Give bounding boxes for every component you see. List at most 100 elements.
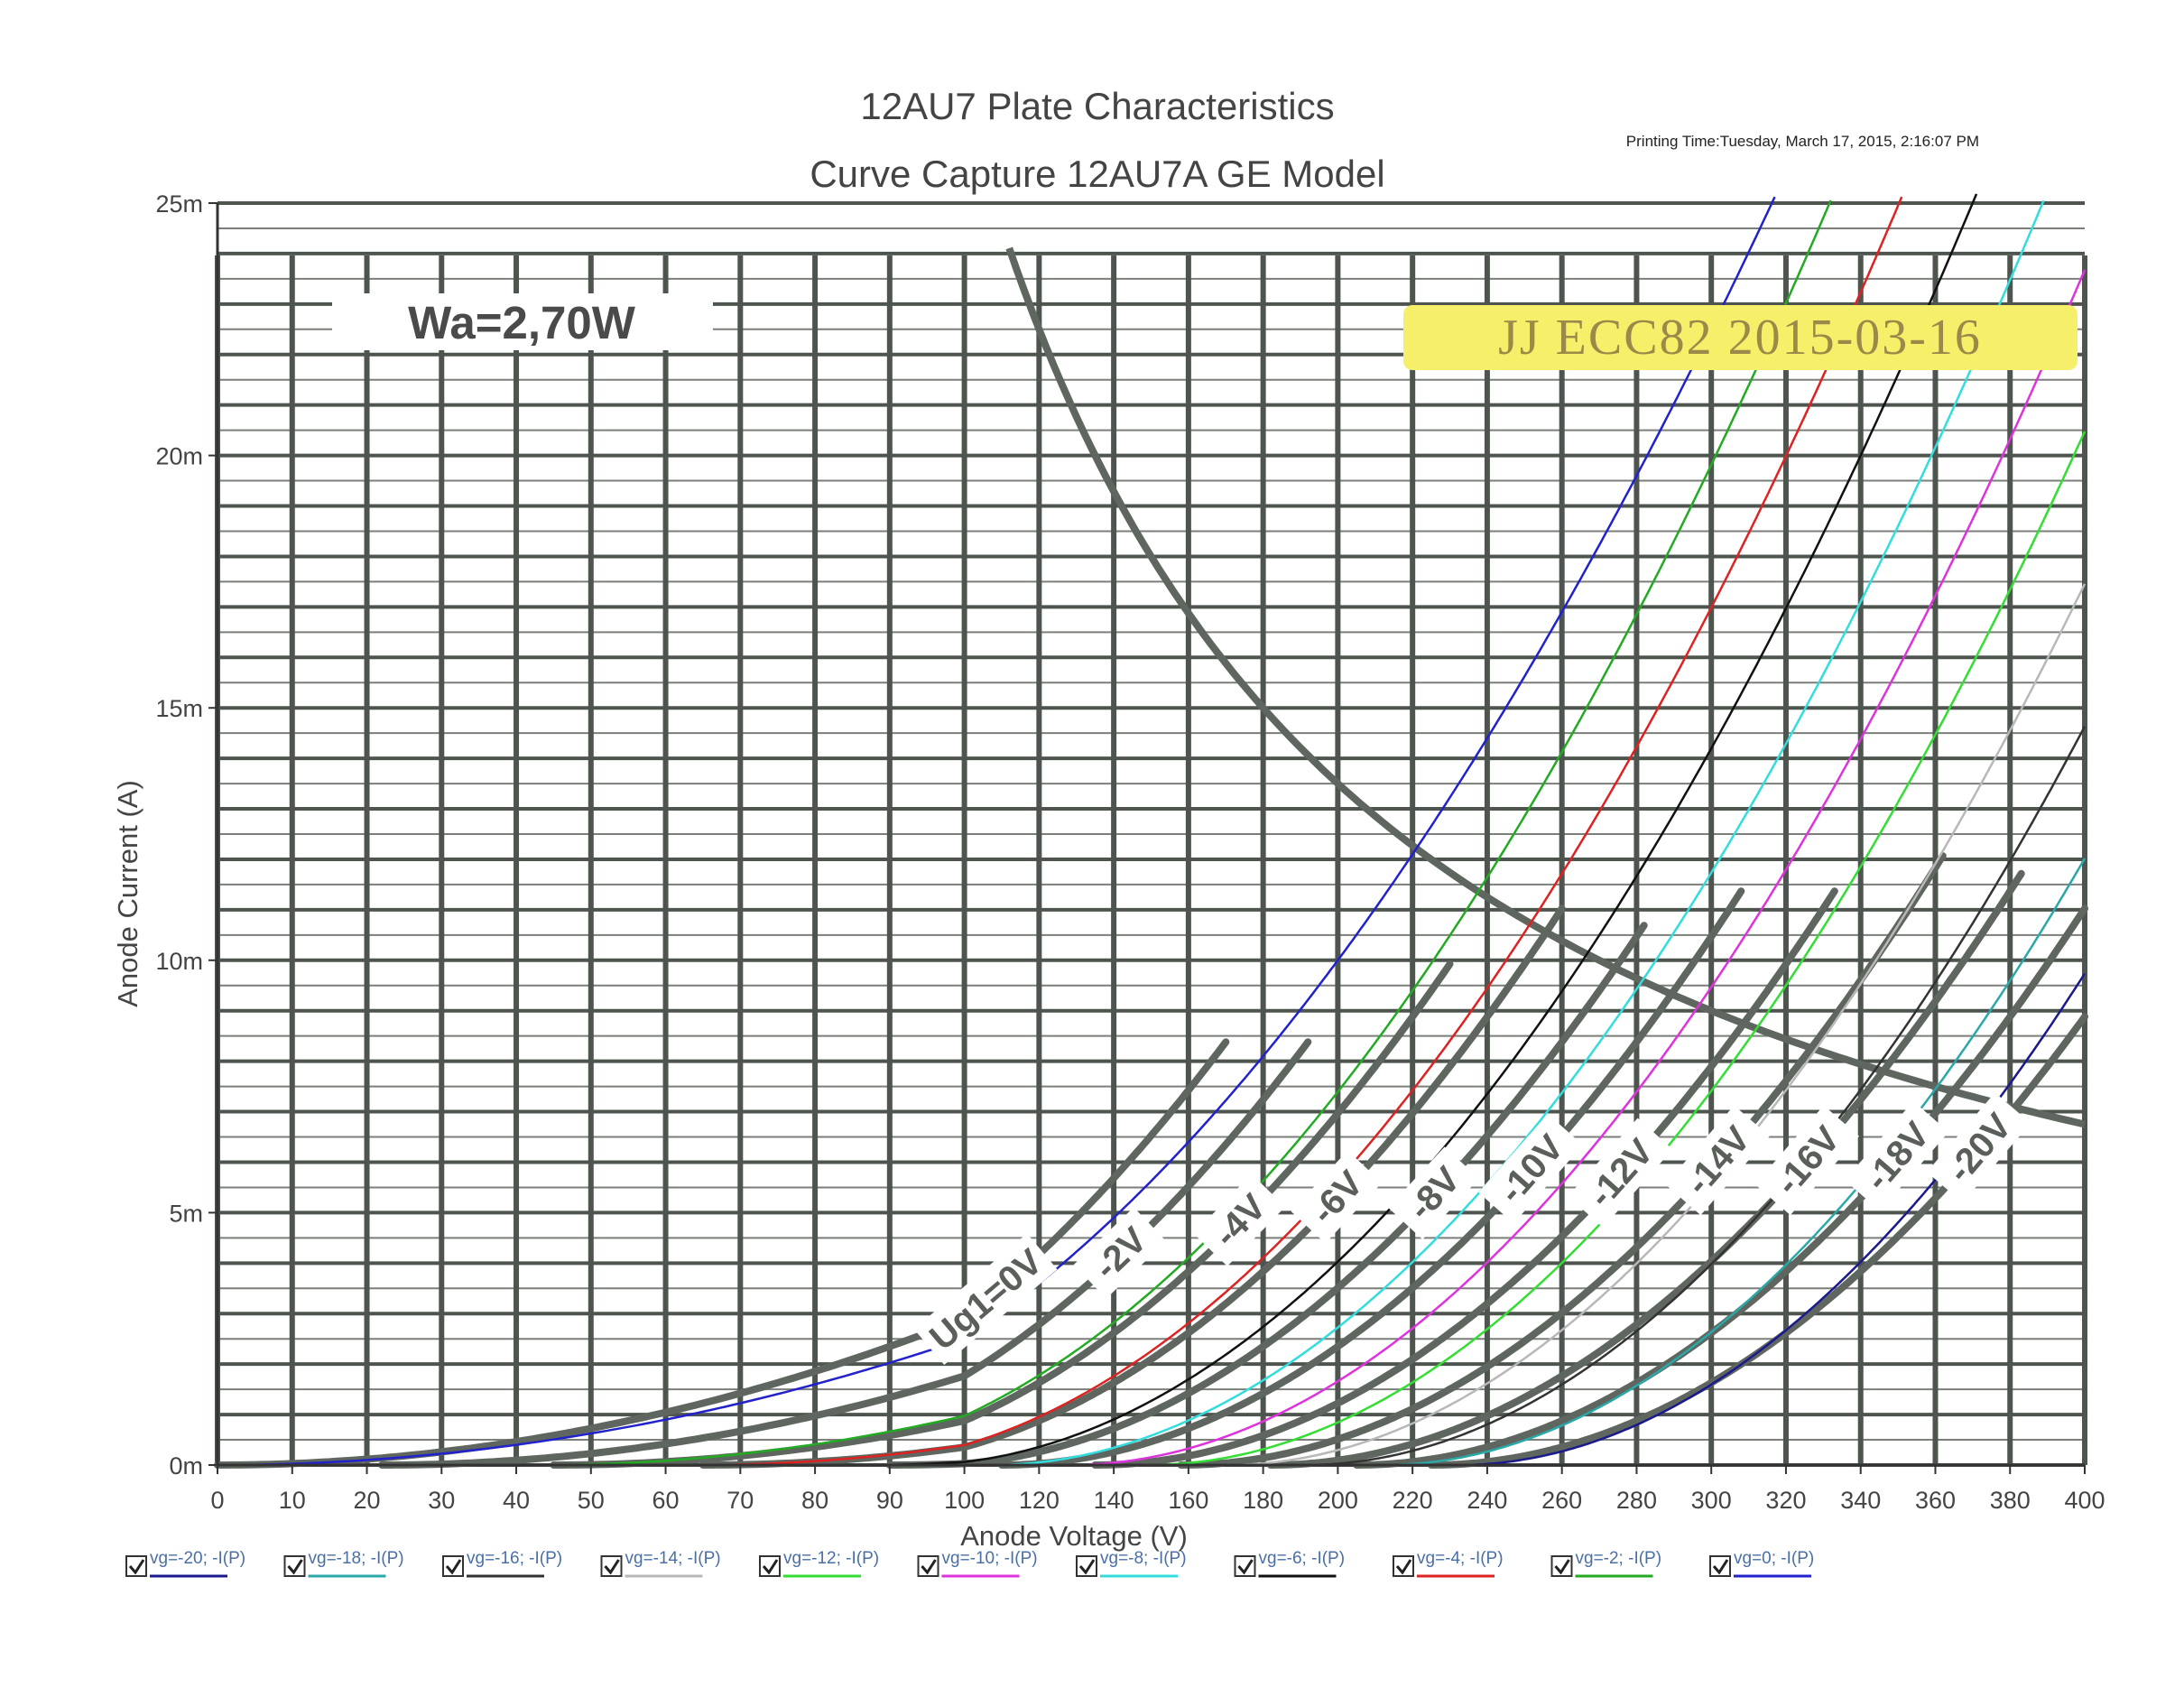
x-tick-label: 280: [1616, 1487, 1657, 1514]
legend-item[interactable]: vg=-12; -I(P): [759, 1549, 879, 1578]
check-icon: [1554, 1559, 1570, 1575]
grid-voltage-label-bg: [1193, 1173, 1286, 1266]
legend-label: vg=0; -I(P): [1734, 1549, 1814, 1568]
legend-item[interactable]: vg=-10; -I(P): [917, 1549, 1038, 1578]
x-tick-label: 240: [1467, 1487, 1507, 1514]
x-axis-ticks: 0 10 20 30 40 50 60 70 80 90 100 120 140 160 180 200 220…: [210, 1465, 2105, 1514]
grid-voltage-label-bg: [1927, 1092, 2031, 1203]
grid-voltage-label-bg: [1568, 1118, 1673, 1228]
x-tick-label: 160: [1168, 1487, 1208, 1514]
check-icon: [287, 1559, 303, 1575]
legend[interactable]: vg=-20; -I(P) vg=-18; -I(P) vg=-16; -I(P) v…: [125, 1549, 1814, 1578]
legend-label: vg=-6; -I(P): [1259, 1549, 1346, 1568]
check-icon: [762, 1559, 779, 1575]
grid-voltage-label-bg: [913, 1233, 1058, 1366]
x-tick-label: 70: [726, 1487, 754, 1514]
x-tick-label: 340: [1840, 1487, 1881, 1514]
x-tick-label: 120: [1019, 1487, 1060, 1514]
legend-item[interactable]: vg=-8; -I(P): [1076, 1549, 1187, 1578]
x-tick-label: 300: [1691, 1487, 1732, 1514]
legend-item[interactable]: vg=-14; -I(P): [600, 1549, 721, 1578]
legend-item[interactable]: vg=0; -I(P): [1709, 1549, 1814, 1578]
stamp-text: JJ ECC82 2015-03-16: [1498, 310, 1982, 366]
overlay-curve: [885, 922, 1648, 1469]
grid-voltage-label-bg: [1844, 1100, 1949, 1211]
y-tick-label: 15m: [155, 695, 203, 722]
x-tick-label: 60: [652, 1487, 680, 1514]
x-tick-label: 50: [578, 1487, 605, 1514]
grid-voltage-label: -14V: [1665, 1105, 1770, 1216]
minor-gridlines: [217, 202, 2085, 1466]
overlay-curve: [1266, 869, 2025, 1469]
grid-voltage-label-bg: [1291, 1150, 1383, 1244]
legend-label: vg=-16; -I(P): [467, 1549, 562, 1568]
legend-item[interactable]: vg=-4; -I(P): [1393, 1549, 1504, 1578]
overlay-curve: [378, 1038, 1312, 1469]
legend-item[interactable]: vg=-20; -I(P): [125, 1549, 245, 1578]
check-icon: [1395, 1559, 1412, 1575]
x-tick-label: 90: [876, 1487, 903, 1514]
overlay-curve: [1091, 887, 1838, 1469]
x-tick-label: 30: [428, 1487, 455, 1514]
legend-label: vg=-20; -I(P): [150, 1549, 245, 1568]
series-line: [1304, 726, 2087, 1467]
legend-item[interactable]: vg=-2; -I(P): [1550, 1549, 1662, 1578]
x-tick-label: 100: [944, 1487, 985, 1514]
y-tick-label: 10m: [155, 948, 203, 975]
stamp-highlight: [1403, 305, 2078, 370]
x-tick-label: 140: [1094, 1487, 1134, 1514]
overlay-curve: [998, 887, 1745, 1469]
check-icon: [1078, 1559, 1096, 1575]
series-lines: [217, 193, 2087, 1467]
printing-time: Printing Time:Tuesday, March 17, 2015, 2…: [1626, 133, 1979, 150]
legend-label: vg=-12; -I(P): [783, 1549, 879, 1568]
x-tick-label: 180: [1243, 1487, 1283, 1514]
series-line: [217, 196, 1776, 1467]
overlay-curve: [699, 904, 1566, 1469]
legend-label: vg=-8; -I(P): [1100, 1549, 1187, 1568]
legend-item[interactable]: vg=-16; -I(P): [442, 1549, 562, 1578]
y-axis-label: Anode Current (A): [112, 780, 143, 1007]
legend-label: vg=-18; -I(P): [309, 1549, 404, 1568]
check-icon: [921, 1559, 937, 1575]
grid-voltage-label-bg: [1073, 1207, 1167, 1299]
legend-item[interactable]: vg=-6; -I(P): [1234, 1549, 1346, 1578]
x-tick-label: 10: [279, 1487, 306, 1514]
check-icon: [128, 1559, 145, 1575]
legend-label: vg=-4; -I(P): [1417, 1549, 1504, 1568]
legend-label: vg=-14; -I(P): [625, 1549, 721, 1568]
legend-label: vg=-10; -I(P): [942, 1549, 1038, 1568]
y-tick-label: 0m: [169, 1452, 203, 1479]
grid-voltage-label-bg: [1388, 1146, 1479, 1240]
series-line: [1226, 583, 2087, 1467]
x-tick-label: 20: [353, 1487, 380, 1514]
x-tick-label: 400: [2064, 1487, 2105, 1514]
y-axis-ticks: 0m 5m 10m 15m 20m 25m: [155, 190, 217, 1479]
x-axis-label: Anode Voltage (V): [960, 1520, 1188, 1552]
x-tick-label: 200: [1318, 1487, 1358, 1514]
legend-item[interactable]: vg=-18; -I(P): [283, 1549, 404, 1578]
overlay-curve: [214, 1038, 1230, 1469]
grid-voltage-label: Ug1=0V: [913, 1233, 1058, 1366]
x-tick-label: 360: [1915, 1487, 1956, 1514]
y-tick-label: 25m: [155, 190, 203, 218]
series-line: [1069, 269, 2087, 1467]
check-icon: [1237, 1559, 1254, 1575]
check-icon: [604, 1559, 620, 1575]
grid-voltage-label-bg: [1478, 1114, 1584, 1224]
series-line: [695, 196, 1903, 1467]
grid-voltage-label-bg: [1665, 1105, 1770, 1216]
overlay-curve: [550, 960, 1454, 1469]
x-tick-label: 80: [801, 1487, 828, 1514]
power-dissipation-curve: [1005, 246, 2086, 1128]
x-tick-label: 320: [1765, 1487, 1806, 1514]
x-tick-label: 220: [1393, 1487, 1433, 1514]
overlay-curve: [1177, 852, 1947, 1469]
overlay-curves: [214, 246, 2088, 1469]
wa-label-box: [332, 293, 713, 350]
series-line: [1383, 858, 2087, 1467]
wa-label: Wa=2,70W: [408, 297, 636, 348]
chart-title: 12AU7 Plate Characteristics: [860, 85, 1334, 127]
axes: [216, 203, 2085, 1467]
